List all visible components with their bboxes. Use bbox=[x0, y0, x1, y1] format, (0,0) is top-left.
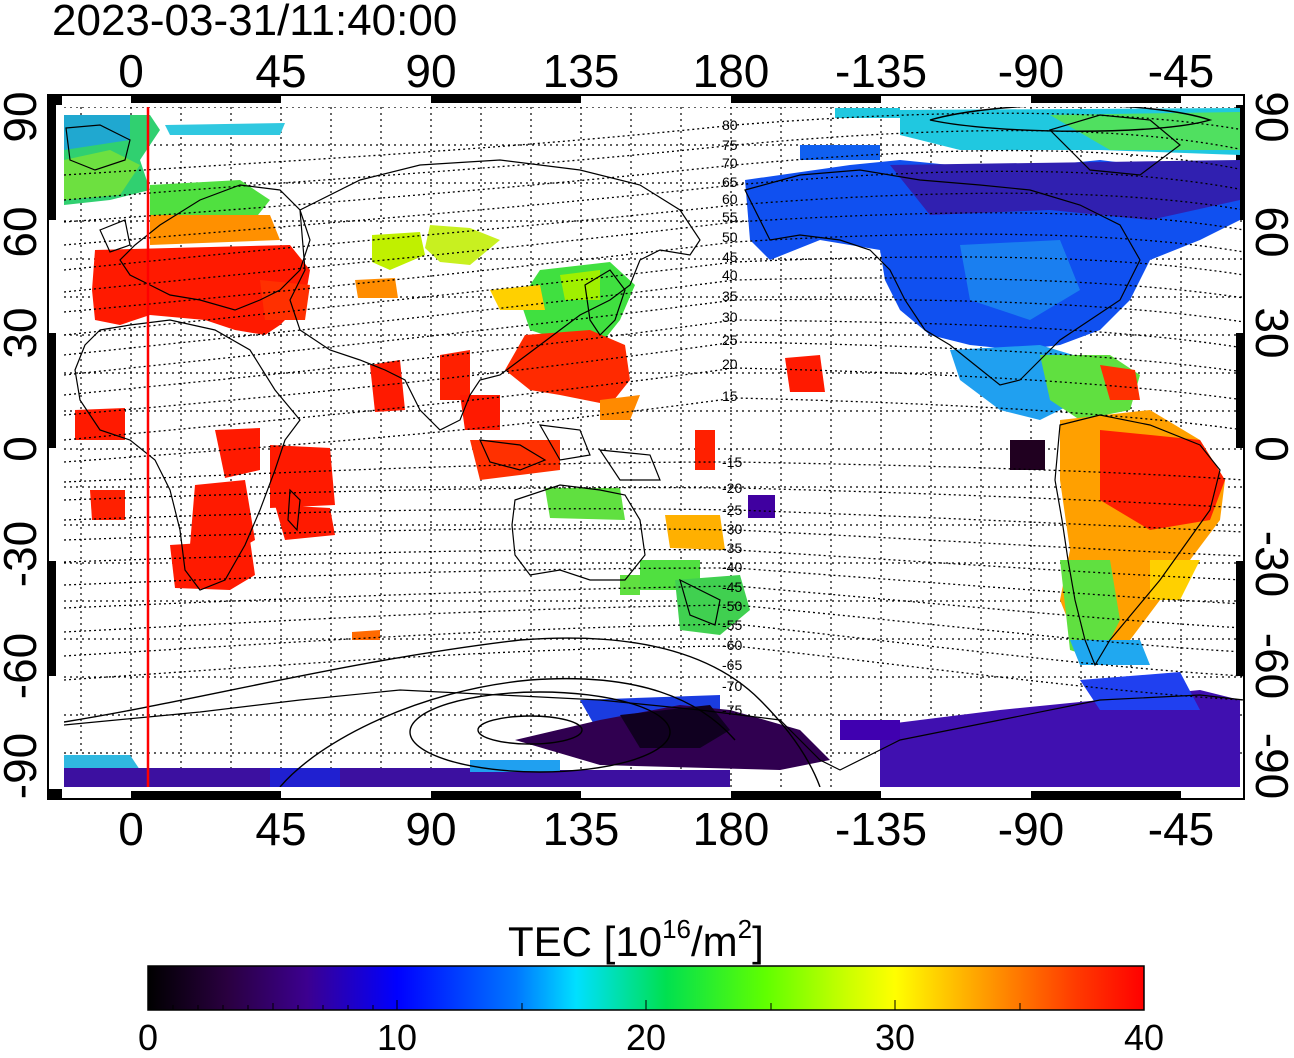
mlat-label: 60 bbox=[722, 191, 738, 207]
mlat-label: -35 bbox=[722, 540, 742, 556]
mlat-label: -15 bbox=[722, 454, 742, 470]
mlat-label: 35 bbox=[722, 288, 738, 304]
colorbar-tick-label: 0 bbox=[137, 1017, 159, 1058]
x-tick-bottom: -90 bbox=[997, 803, 1065, 855]
mlat-label: -40 bbox=[722, 559, 742, 575]
x-tick-bottom: 180 bbox=[692, 803, 770, 855]
x-tick-bottom: -135 bbox=[834, 803, 928, 855]
x-tick-top: -90 bbox=[997, 45, 1065, 97]
mlat-label: 40 bbox=[722, 267, 738, 283]
map-timestamp-title: 2023-03-31/11:40:00 bbox=[52, 0, 458, 45]
x-tick-top: 135 bbox=[542, 45, 620, 97]
x-tick-top: 180 bbox=[692, 45, 770, 97]
x-tick-top: -135 bbox=[834, 45, 928, 97]
mlat-label: -25 bbox=[722, 502, 742, 518]
x-tick-top: 0 bbox=[118, 45, 144, 97]
colorbar-tick-label: 30 bbox=[874, 1017, 916, 1058]
mlat-label: -60 bbox=[722, 637, 742, 653]
mlat-label: 45 bbox=[722, 249, 738, 265]
south-pole-contours bbox=[64, 107, 1213, 787]
x-tick-top: -45 bbox=[1147, 45, 1215, 97]
colorbar-title: TEC [1016/m2] bbox=[508, 914, 764, 965]
colorbar-ticks bbox=[172, 1000, 1021, 1010]
colorbar-tick-label: 10 bbox=[376, 1017, 418, 1058]
mlat-label: -55 bbox=[722, 617, 742, 633]
mlat-label: 25 bbox=[722, 332, 738, 348]
mlat-label: -45 bbox=[722, 579, 742, 595]
mlat-label: 65 bbox=[722, 174, 738, 190]
mlat-label: 50 bbox=[722, 229, 738, 245]
coastlines bbox=[64, 114, 1244, 771]
x-tick-bottom: 135 bbox=[542, 803, 620, 855]
mlat-label: -75 bbox=[722, 702, 742, 718]
mlat-contours bbox=[64, 112, 1244, 701]
mlat-label: 80 bbox=[722, 117, 738, 133]
mlat-label: -65 bbox=[722, 657, 742, 673]
mlat-label: 75 bbox=[722, 137, 738, 153]
mlat-label: -20 bbox=[722, 480, 742, 496]
mlat-label: -30 bbox=[722, 521, 742, 537]
mlat-label: 15 bbox=[722, 388, 738, 404]
colorbar-tick-label: 20 bbox=[625, 1017, 667, 1058]
x-tick-bottom: 45 bbox=[255, 803, 307, 855]
x-tick-bottom: -45 bbox=[1147, 803, 1215, 855]
x-tick-bottom: 0 bbox=[118, 803, 144, 855]
x-tick-top: 45 bbox=[255, 45, 307, 97]
x-tick-top: 90 bbox=[405, 45, 457, 97]
mlat-label: -70 bbox=[722, 678, 742, 694]
mlat-labels: 80 75 70 65 60 55 50 45 40 35 30 25 20 1… bbox=[722, 117, 742, 718]
mlat-label: -50 bbox=[722, 598, 742, 614]
mlat-label: 20 bbox=[722, 356, 738, 372]
mlat-label: 55 bbox=[722, 209, 738, 225]
x-tick-bottom: 90 bbox=[405, 803, 457, 855]
colorbar-tick-label: 40 bbox=[1123, 1017, 1165, 1058]
mlat-label: 30 bbox=[722, 309, 738, 325]
mlat-label: 70 bbox=[722, 155, 738, 171]
